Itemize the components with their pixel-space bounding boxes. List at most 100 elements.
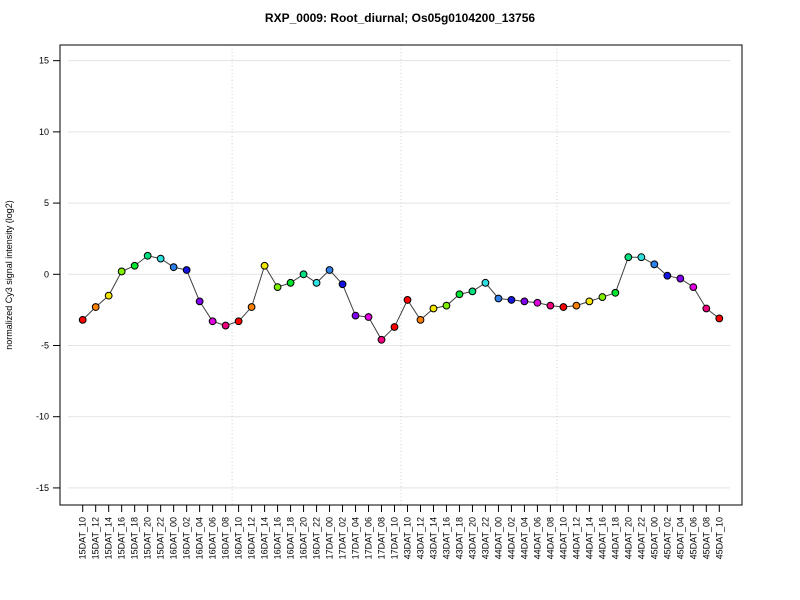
- x-tick-label: 16DAT_12: [247, 517, 257, 559]
- x-tick-label: 15DAT_20: [143, 517, 153, 559]
- data-point: [234, 317, 243, 326]
- x-tick-label: 16DAT_14: [260, 517, 270, 559]
- x-tick-label: 15DAT_10: [78, 517, 88, 559]
- x-tick-label: 16DAT_22: [312, 517, 322, 559]
- data-point: [377, 335, 386, 344]
- data-point: [468, 287, 477, 296]
- data-point: [169, 263, 178, 272]
- x-tick-label: 44DAT_22: [636, 517, 646, 559]
- x-tick-label: 15DAT_14: [104, 517, 114, 559]
- x-tick-label: 43DAT_12: [415, 517, 425, 559]
- data-point: [637, 253, 646, 262]
- data-point: [442, 301, 451, 310]
- x-tick-label: 17DAT_00: [325, 517, 335, 559]
- data-point: [611, 288, 620, 297]
- x-tick-label: 45DAT_10: [714, 517, 724, 559]
- x-tick-label: 45DAT_08: [701, 517, 711, 559]
- data-point: [78, 315, 87, 324]
- plot-border: [59, 44, 743, 506]
- x-tick-label: 17DAT_08: [377, 517, 387, 559]
- x-tick-label: 43DAT_20: [467, 517, 477, 559]
- y-tick-label: -10: [36, 412, 49, 422]
- data-point: [598, 293, 607, 301]
- x-tick-label: 15DAT_16: [117, 517, 127, 559]
- data-point: [585, 297, 594, 306]
- data-point: [143, 251, 152, 260]
- x-tick-label: 17DAT_10: [390, 517, 400, 559]
- x-tick-label: 43DAT_18: [454, 517, 464, 559]
- x-tick-label: 16DAT_20: [299, 517, 309, 559]
- x-tick-label: 44DAT_12: [571, 517, 581, 559]
- x-tick-label: 44DAT_20: [623, 517, 633, 559]
- data-point: [325, 266, 334, 274]
- x-tick-label: 45DAT_00: [649, 517, 659, 559]
- y-tick-label: 5: [44, 198, 49, 208]
- x-tick-label: 45DAT_04: [675, 517, 685, 559]
- data-point: [455, 290, 464, 299]
- x-tick-label: 43DAT_22: [480, 517, 490, 559]
- data-point: [702, 304, 711, 313]
- data-point: [624, 253, 633, 262]
- data-point: [117, 267, 126, 276]
- data-point: [390, 323, 399, 331]
- data-point: [663, 271, 672, 280]
- data-point: [130, 261, 139, 270]
- data-point: [273, 283, 282, 292]
- data-point: [494, 294, 503, 303]
- x-tick-label: 16DAT_18: [286, 517, 296, 559]
- x-tick-label: 43DAT_10: [402, 517, 412, 559]
- x-tick-label: 45DAT_02: [662, 517, 672, 559]
- data-point: [689, 283, 698, 292]
- x-tick-label: 44DAT_02: [506, 517, 516, 559]
- x-tick-label: 16DAT_08: [221, 517, 231, 559]
- data-point: [286, 278, 295, 287]
- data-point: [481, 278, 490, 287]
- y-tick-label: 10: [39, 127, 49, 137]
- data-point: [546, 301, 555, 310]
- x-tick-label: 43DAT_14: [428, 517, 438, 559]
- data-point: [221, 321, 230, 330]
- y-tick-label: -5: [41, 340, 49, 350]
- data-point: [403, 296, 412, 304]
- x-tick-label: 44DAT_04: [519, 517, 529, 559]
- data-point: [91, 303, 100, 311]
- x-tick-label: 16DAT_10: [234, 517, 244, 559]
- y-tick-label: 15: [39, 56, 49, 66]
- x-tick-label: 15DAT_12: [91, 517, 101, 559]
- x-tick-label: 44DAT_08: [545, 517, 555, 559]
- x-tick-label: 16DAT_06: [208, 517, 218, 559]
- data-point: [676, 274, 685, 283]
- data-point: [182, 266, 191, 274]
- y-tick-label: -15: [36, 483, 49, 493]
- data-point: [208, 317, 217, 326]
- x-tick-label: 16DAT_02: [182, 517, 192, 559]
- x-tick-label: 44DAT_18: [610, 517, 620, 559]
- data-point: [364, 313, 373, 321]
- data-point: [533, 298, 542, 307]
- data-point: [247, 303, 256, 311]
- x-tick-label: 17DAT_06: [364, 517, 374, 559]
- x-tick-label: 44DAT_00: [493, 517, 503, 559]
- x-tick-label: 44DAT_10: [558, 517, 568, 559]
- data-point: [715, 314, 724, 323]
- x-tick-label: 44DAT_06: [532, 517, 542, 559]
- data-point: [351, 311, 360, 320]
- data-point: [520, 297, 529, 306]
- x-tick-label: 16DAT_04: [195, 517, 205, 559]
- data-point: [260, 261, 269, 270]
- data-point: [507, 296, 516, 304]
- chart-title: RXP_0009: Root_diurnal; Os05g0104200_137…: [264, 11, 536, 25]
- data-point: [156, 254, 165, 263]
- data-point: [312, 278, 321, 287]
- data-point: [104, 291, 113, 300]
- y-axis-title: normalized Cy3 signal intensity (log2): [4, 200, 14, 350]
- x-tick-label: 16DAT_16: [273, 517, 283, 559]
- x-tick-label: 16DAT_00: [169, 517, 179, 559]
- x-tick-label: 44DAT_14: [584, 517, 594, 559]
- data-point: [572, 301, 581, 310]
- data-point: [338, 280, 347, 289]
- data-point: [650, 260, 659, 269]
- data-point: [429, 304, 438, 313]
